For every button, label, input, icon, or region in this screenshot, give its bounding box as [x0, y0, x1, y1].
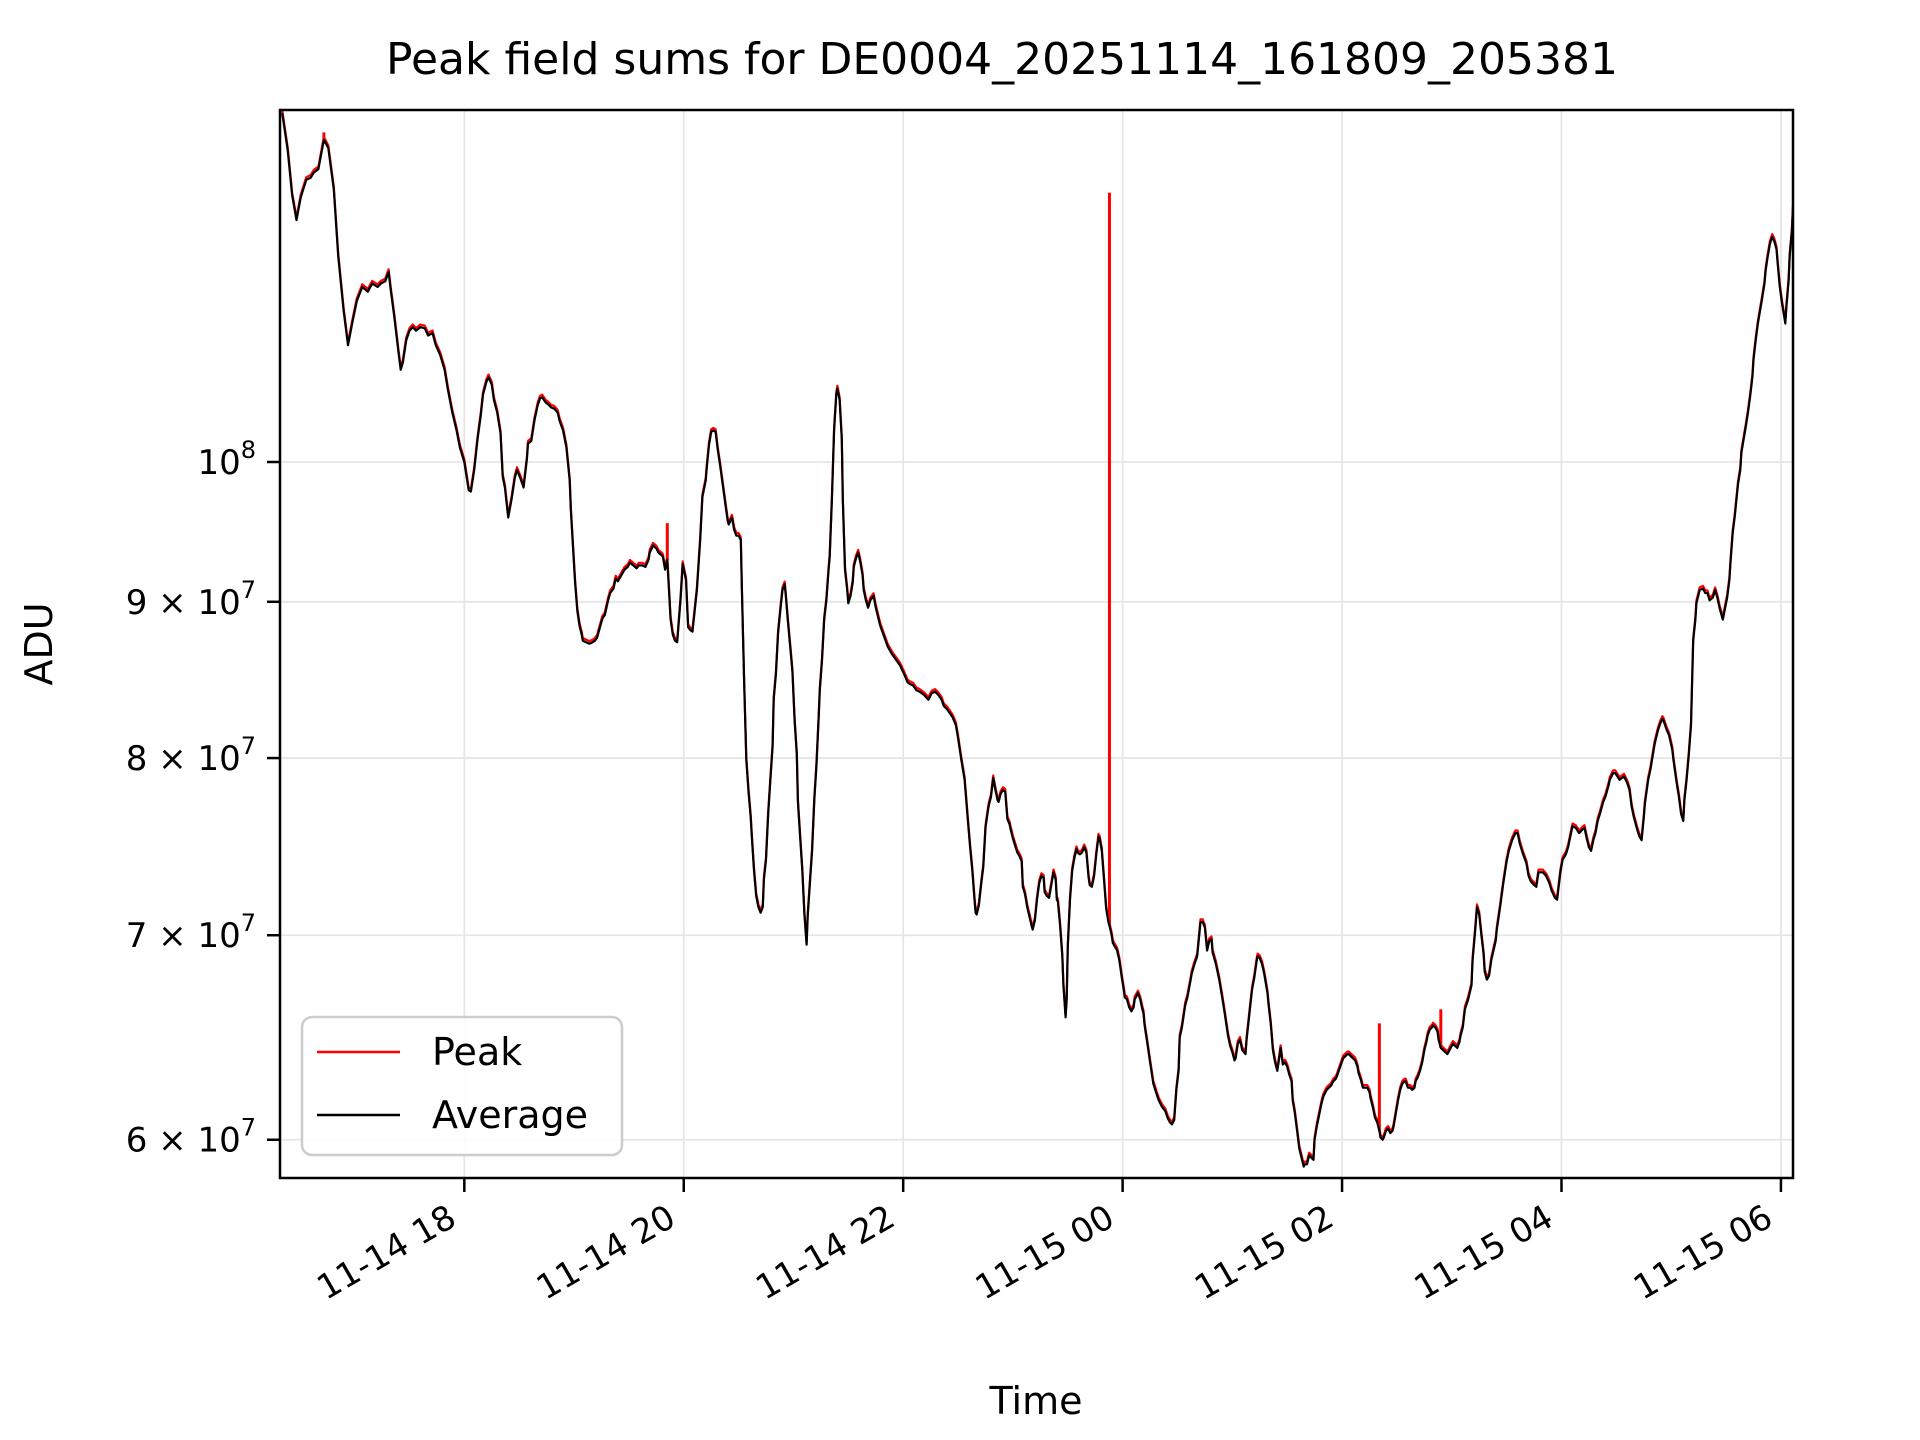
y-tick-label: 7 × 107 — [126, 909, 256, 956]
legend-average-label: Average — [432, 1093, 588, 1137]
x-tick-label: 11-15 02 — [1188, 1197, 1340, 1308]
y-tick-label: 6 × 107 — [126, 1114, 256, 1161]
legend-peak-label: Peak — [432, 1030, 522, 1074]
x-tick-label: 11-15 00 — [969, 1197, 1121, 1308]
y-axis-label: ADU — [17, 602, 61, 685]
y-tick-label: 8 × 107 — [126, 732, 256, 779]
x-tick-label: 11-14 22 — [749, 1197, 901, 1308]
x-tick-label: 11-15 04 — [1408, 1197, 1560, 1308]
y-axis-ticks: 108 9 × 107 8 × 107 7 × 107 6 × 107 — [126, 436, 280, 1161]
x-tick-label: 11-14 18 — [310, 1197, 462, 1308]
legend: Peak Average — [300, 1015, 624, 1157]
x-tick-label: 11-14 20 — [530, 1197, 682, 1308]
average-series-line — [281, 112, 1793, 1168]
data-series — [281, 110, 1793, 1168]
x-axis-label: Time — [989, 1379, 1083, 1423]
x-tick-label: 11-15 06 — [1627, 1197, 1779, 1308]
plot-border — [278, 108, 1795, 1180]
y-tick-label: 9 × 107 — [126, 576, 256, 623]
peak-series-line — [281, 110, 1793, 1165]
x-axis-ticks: 11-14 18 11-14 20 11-14 22 11-15 00 11-15 02… — [310, 1178, 1783, 1308]
y-tick-label: 108 — [197, 436, 256, 483]
chart-title: Peak field sums for DE0004_20251114_1618… — [386, 34, 1618, 85]
